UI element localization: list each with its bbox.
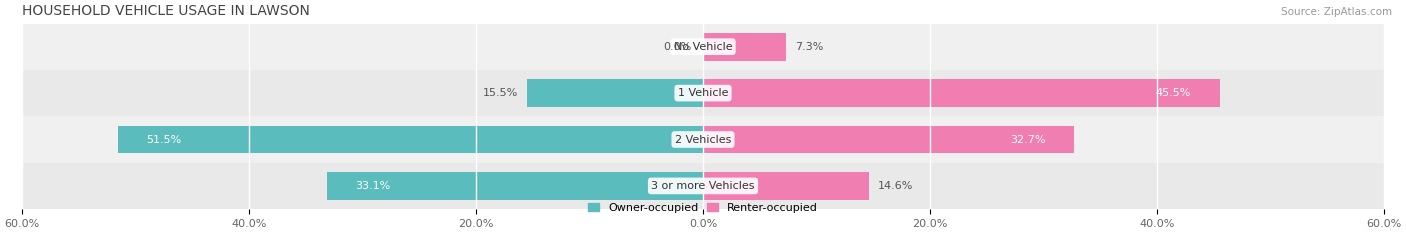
- Text: HOUSEHOLD VEHICLE USAGE IN LAWSON: HOUSEHOLD VEHICLE USAGE IN LAWSON: [21, 4, 309, 18]
- Text: No Vehicle: No Vehicle: [673, 42, 733, 52]
- Bar: [328, 172, 703, 200]
- Bar: [527, 79, 703, 107]
- Text: 32.7%: 32.7%: [1011, 134, 1046, 144]
- Text: 2 Vehicles: 2 Vehicles: [675, 134, 731, 144]
- Bar: [703, 126, 1074, 153]
- Bar: [21, 163, 1385, 209]
- Text: 0.0%: 0.0%: [664, 42, 692, 52]
- Bar: [21, 70, 1385, 116]
- Bar: [703, 172, 869, 200]
- Bar: [21, 24, 1385, 70]
- Bar: [703, 79, 1219, 107]
- Text: 45.5%: 45.5%: [1156, 88, 1191, 98]
- Text: Source: ZipAtlas.com: Source: ZipAtlas.com: [1281, 7, 1392, 17]
- Text: 14.6%: 14.6%: [877, 181, 914, 191]
- Bar: [118, 126, 703, 153]
- Text: 1 Vehicle: 1 Vehicle: [678, 88, 728, 98]
- Legend: Owner-occupied, Renter-occupied: Owner-occupied, Renter-occupied: [588, 203, 818, 213]
- Text: 3 or more Vehicles: 3 or more Vehicles: [651, 181, 755, 191]
- Text: 15.5%: 15.5%: [482, 88, 517, 98]
- Text: 7.3%: 7.3%: [794, 42, 824, 52]
- Text: 51.5%: 51.5%: [146, 134, 181, 144]
- Text: 33.1%: 33.1%: [356, 181, 391, 191]
- Bar: [703, 33, 786, 61]
- Bar: [21, 116, 1385, 163]
